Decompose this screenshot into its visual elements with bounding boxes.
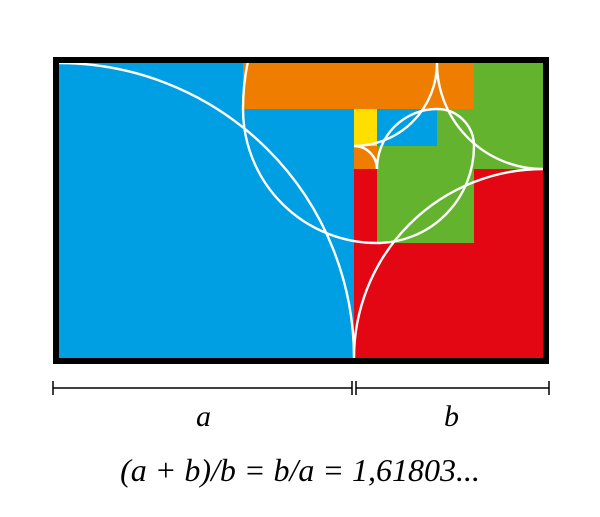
golden-ratio-figure: [0, 0, 600, 517]
segment-label-b: b: [354, 400, 549, 434]
golden-square-7: [377, 146, 474, 243]
segment-label-a: a: [53, 400, 354, 434]
golden-ratio-formula: (a + b)/b = b/a = 1,61803...: [0, 452, 600, 489]
